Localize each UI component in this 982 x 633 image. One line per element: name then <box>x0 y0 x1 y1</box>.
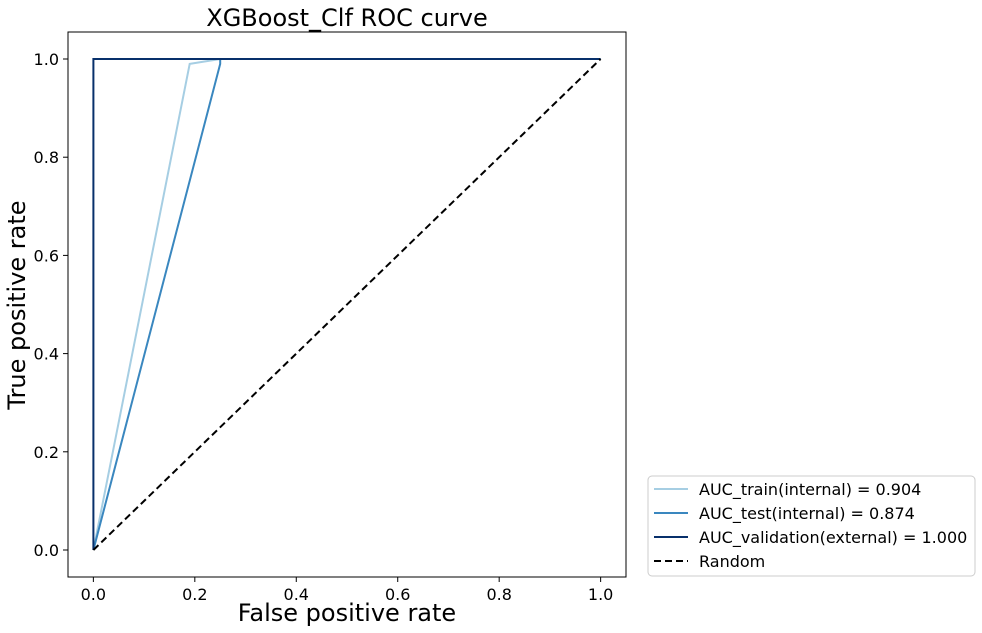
x-tick-label: 0.6 <box>385 585 410 604</box>
series-line-2 <box>92 58 601 550</box>
y-tick-label: 0.2 <box>34 443 59 462</box>
x-tick-label: 0.2 <box>182 585 207 604</box>
axis-ticks: 0.0 0.2 0.4 0.6 0.8 1.0 0.0 0.2 0.4 0.6 0.8 1.0 <box>34 50 614 604</box>
y-tick-label: 0.4 <box>34 345 59 364</box>
legend-box <box>647 475 976 577</box>
legend: AUC_train(internal) = 0.904 AUC_test(inte… <box>647 475 976 577</box>
x-tick-label: 0.4 <box>284 585 309 604</box>
y-tick-label: 1.0 <box>34 50 59 69</box>
x-tick-label: 1.0 <box>588 585 613 604</box>
y-tick-label: 0.8 <box>34 148 59 167</box>
x-axis-label: False positive rate <box>238 599 456 627</box>
series-line-3 <box>92 58 602 551</box>
legend-label: AUC_validation(external) = 1.000 <box>699 528 967 548</box>
x-tick-label: 0.8 <box>486 585 511 604</box>
y-axis-label: True positive rate <box>3 200 31 410</box>
x-tick-label: 0.0 <box>81 585 106 604</box>
series-lines <box>92 58 602 551</box>
chart-title: XGBoost_Clf ROC curve <box>206 4 487 32</box>
legend-label: AUC_train(internal) = 0.904 <box>699 480 921 500</box>
legend-label: AUC_test(internal) = 0.874 <box>699 504 915 524</box>
y-tick-label: 0.0 <box>34 541 59 560</box>
y-tick-label: 0.6 <box>34 246 59 265</box>
legend-label: Random <box>699 552 765 571</box>
